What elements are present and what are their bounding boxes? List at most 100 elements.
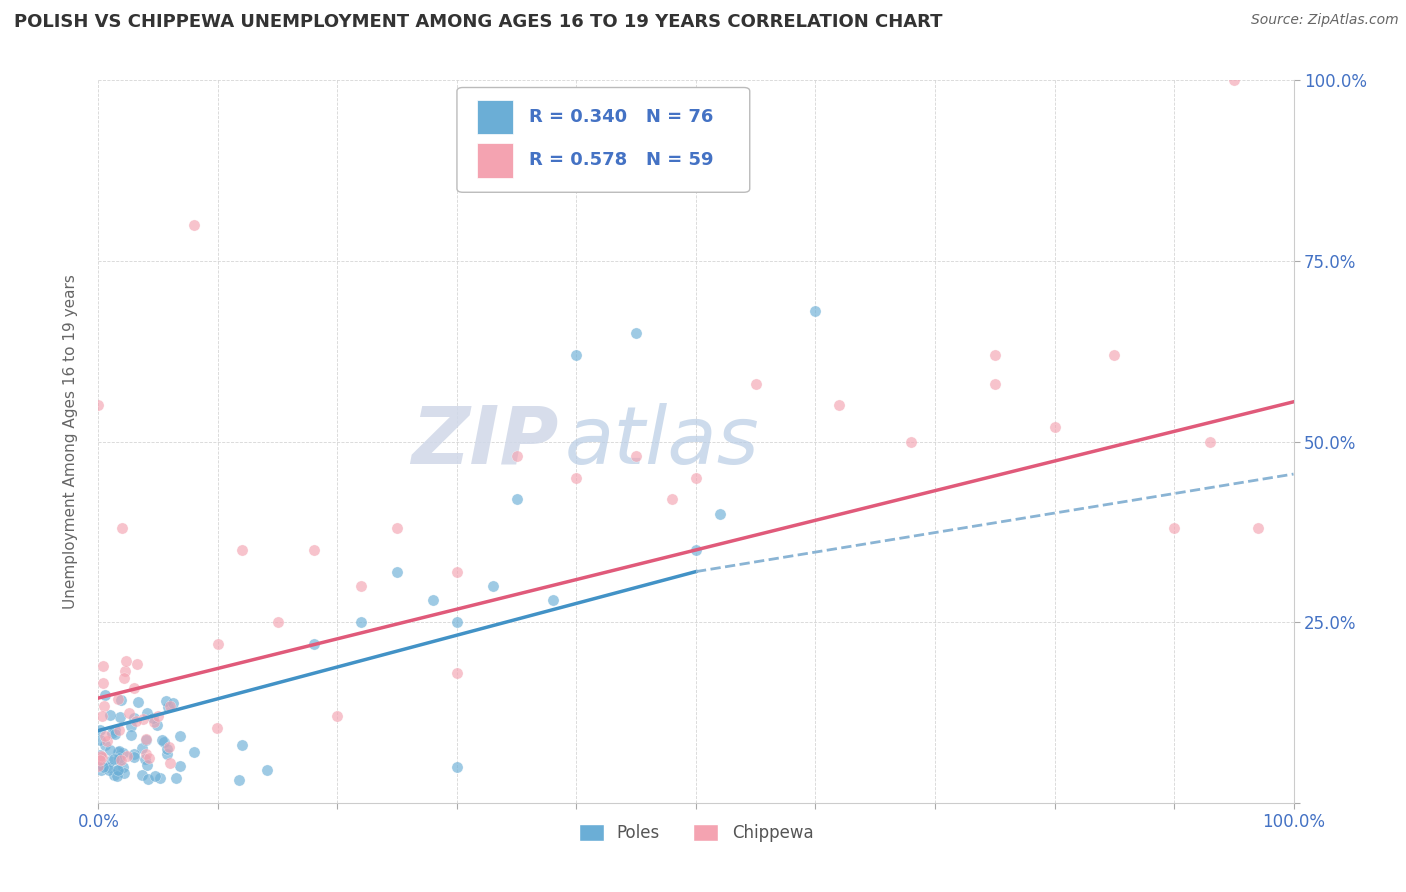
Point	[626, 449, 648, 463]
Point	[169, 729, 191, 743]
Point	[115, 654, 138, 668]
Point	[155, 694, 177, 708]
Point	[94, 729, 117, 743]
Point	[111, 746, 134, 760]
Point	[626, 326, 648, 340]
Point	[89, 753, 111, 767]
Point	[828, 398, 851, 412]
Point	[162, 696, 184, 710]
Point	[93, 688, 115, 702]
Legend: Poles, Chippewa: Poles, Chippewa	[572, 817, 820, 848]
Text: R = 0.340   N = 76: R = 0.340 N = 76	[529, 108, 713, 126]
Point	[110, 693, 132, 707]
Point	[148, 709, 170, 723]
Point	[661, 492, 683, 507]
Point	[385, 565, 409, 579]
Point	[745, 376, 768, 391]
Point	[112, 671, 135, 685]
Point	[350, 615, 373, 630]
Point	[87, 398, 110, 412]
Point	[122, 749, 145, 764]
Point	[149, 772, 172, 786]
Point	[112, 766, 135, 780]
Point	[165, 771, 187, 785]
Point	[143, 769, 166, 783]
Point	[104, 723, 127, 738]
Point	[231, 542, 253, 557]
Point	[446, 760, 468, 774]
Point	[157, 700, 180, 714]
Point	[481, 579, 505, 593]
Point	[89, 732, 111, 747]
Point	[122, 747, 145, 761]
Point	[685, 542, 707, 557]
Point	[326, 709, 349, 723]
Point	[121, 728, 143, 742]
Point	[97, 763, 120, 777]
Point	[91, 659, 114, 673]
Point	[446, 615, 468, 630]
Point	[93, 738, 115, 752]
Point	[685, 470, 707, 484]
Point	[135, 747, 157, 761]
Point	[104, 727, 127, 741]
Point	[159, 756, 181, 770]
Point	[135, 732, 157, 747]
Point	[205, 721, 228, 735]
Point	[565, 348, 588, 362]
Point	[96, 734, 118, 748]
Point	[157, 739, 180, 754]
Point	[183, 218, 205, 232]
Point	[1043, 420, 1066, 434]
Point	[228, 773, 250, 788]
Point	[108, 743, 131, 757]
Point	[506, 492, 529, 507]
Point	[105, 769, 128, 783]
Point	[1199, 434, 1222, 449]
Point	[231, 738, 253, 752]
Point	[98, 760, 121, 774]
Point	[110, 753, 132, 767]
Point	[900, 434, 922, 449]
Point	[89, 747, 111, 762]
Point	[127, 695, 149, 709]
Point	[103, 752, 125, 766]
Point	[135, 733, 157, 747]
Point	[91, 760, 114, 774]
Point	[709, 507, 731, 521]
Point	[256, 764, 278, 778]
Y-axis label: Unemployment Among Ages 16 to 19 years: Unemployment Among Ages 16 to 19 years	[63, 274, 77, 609]
Point	[156, 747, 179, 762]
Text: atlas: atlas	[565, 402, 759, 481]
Point	[1223, 73, 1246, 87]
Point	[120, 719, 142, 733]
Text: R = 0.578   N = 59: R = 0.578 N = 59	[529, 152, 713, 169]
Point	[136, 772, 159, 786]
Point	[91, 675, 114, 690]
Point	[183, 745, 205, 759]
Point	[146, 718, 169, 732]
Point	[984, 376, 1007, 391]
Point	[107, 764, 129, 778]
Point	[134, 752, 156, 766]
FancyBboxPatch shape	[477, 100, 513, 135]
Point	[91, 749, 114, 764]
Point	[89, 757, 111, 772]
Point	[90, 763, 112, 777]
Point	[541, 593, 564, 607]
Point	[135, 706, 157, 721]
Point	[118, 706, 141, 721]
Point	[93, 698, 115, 713]
Point	[125, 657, 148, 672]
Point	[131, 740, 153, 755]
Point	[152, 732, 174, 747]
Point	[1104, 348, 1126, 362]
Point	[90, 709, 112, 723]
Point	[115, 748, 138, 763]
Point	[267, 615, 290, 630]
Point	[114, 665, 136, 679]
Point	[385, 521, 409, 535]
Point	[108, 753, 131, 767]
Point	[422, 593, 444, 607]
Point	[103, 768, 125, 782]
